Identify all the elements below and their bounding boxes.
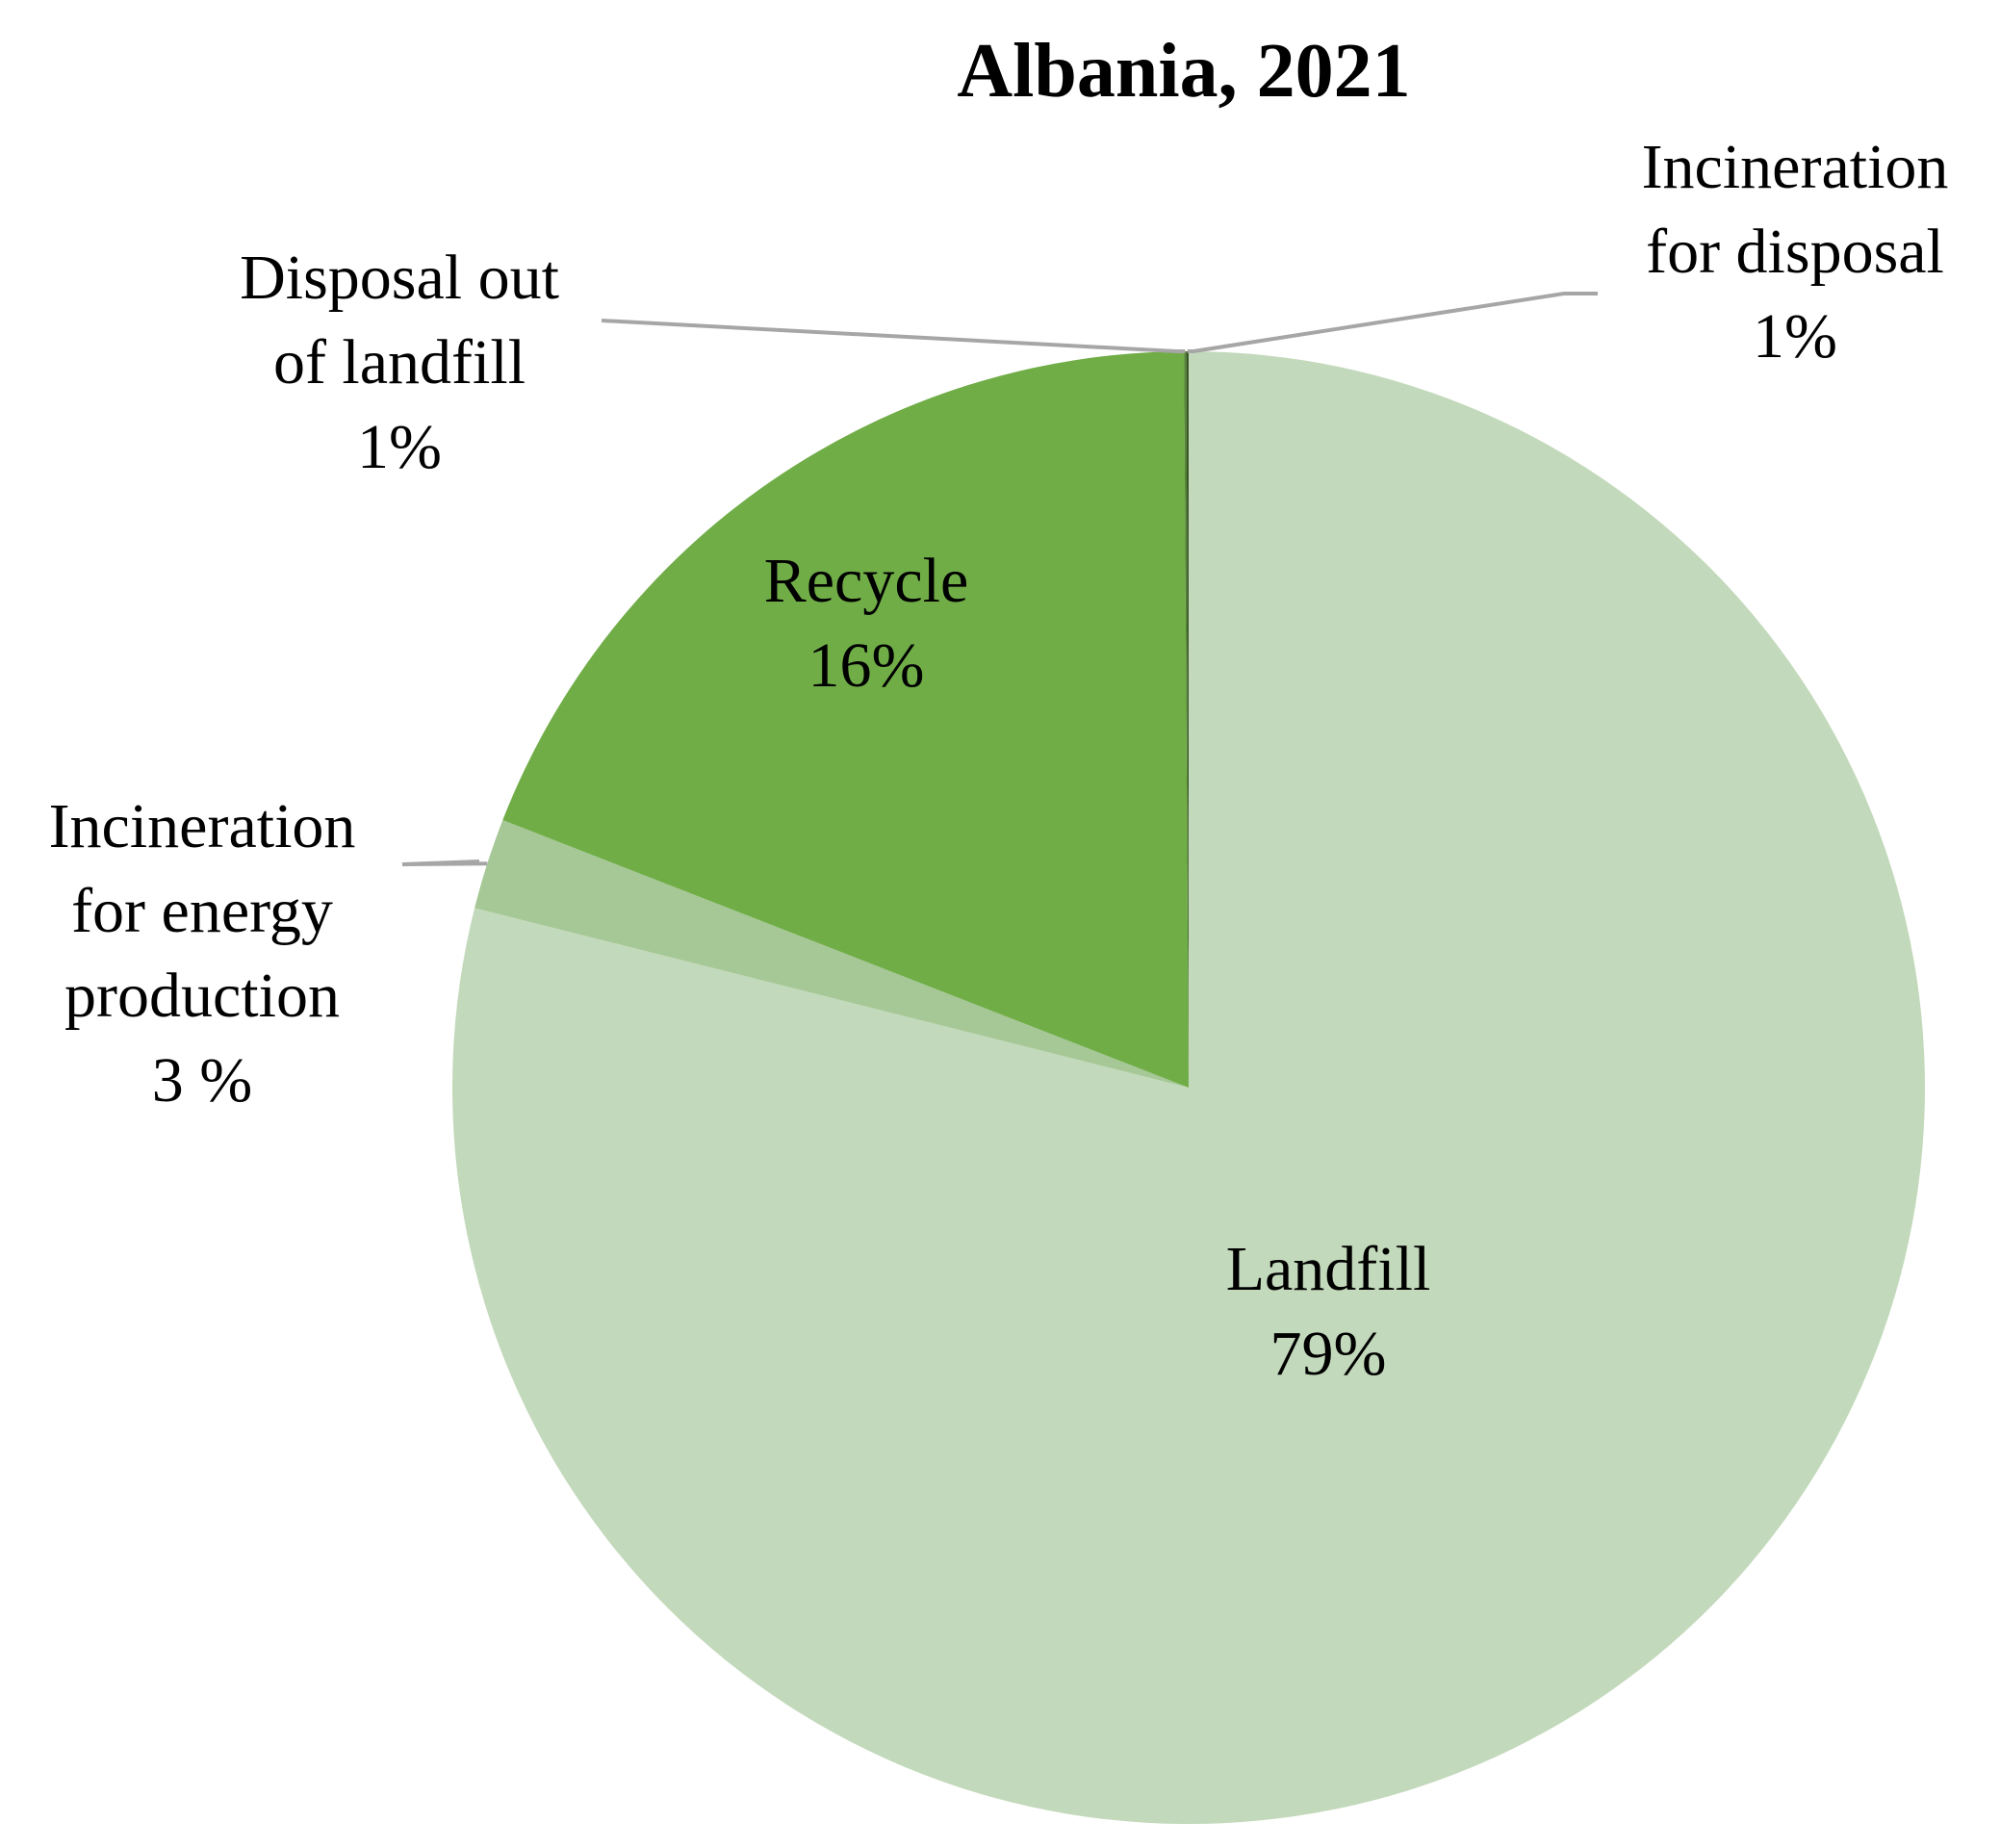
slice-disposal-out-of-landfill (1184, 351, 1189, 1088)
label-line: 16% (808, 630, 925, 701)
label-line: Incineration (1642, 132, 1949, 202)
slice-labels: Landfill 79% Incineration for energy product… (49, 132, 1949, 1389)
label-line: 1% (357, 412, 442, 482)
label-line: Landfill (1226, 1234, 1431, 1304)
label-incineration-for-energy-production: Incineration for energy production 3 % (49, 791, 356, 1116)
pie-slices (451, 351, 1926, 1824)
label-line: Disposal out (240, 243, 559, 313)
label-line: for disposal (1646, 217, 1944, 287)
label-line: 1% (1753, 301, 1837, 372)
chart-title: Albania, 2021 (957, 29, 1410, 114)
label-line: for energy (71, 876, 333, 946)
label-line: 79% (1270, 1319, 1387, 1389)
label-line: of landfill (273, 327, 526, 398)
label-line: production (64, 961, 340, 1031)
label-line: Recycle (764, 546, 969, 616)
slice-incineration-for-energy-production (474, 820, 1189, 1088)
label-incineration-for-disposal: Incineration for disposal 1% (1642, 132, 1949, 372)
leader-disposal-out-of-landfill (601, 319, 1186, 354)
leader-incineration-for-energy-production (401, 860, 488, 866)
slice-incineration-for-disposal (1186, 351, 1189, 1088)
label-line: 3 % (152, 1045, 252, 1116)
label-recycle: Recycle 16% (764, 546, 969, 701)
leader-lines (401, 292, 1598, 866)
leader-incineration-for-disposal (1187, 292, 1598, 354)
label-landfill: Landfill 79% (1226, 1234, 1431, 1389)
label-disposal-out-of-landfill: Disposal out of landfill 1% (240, 243, 559, 482)
label-line: Incineration (49, 791, 356, 861)
slice-recycle (502, 351, 1189, 1088)
